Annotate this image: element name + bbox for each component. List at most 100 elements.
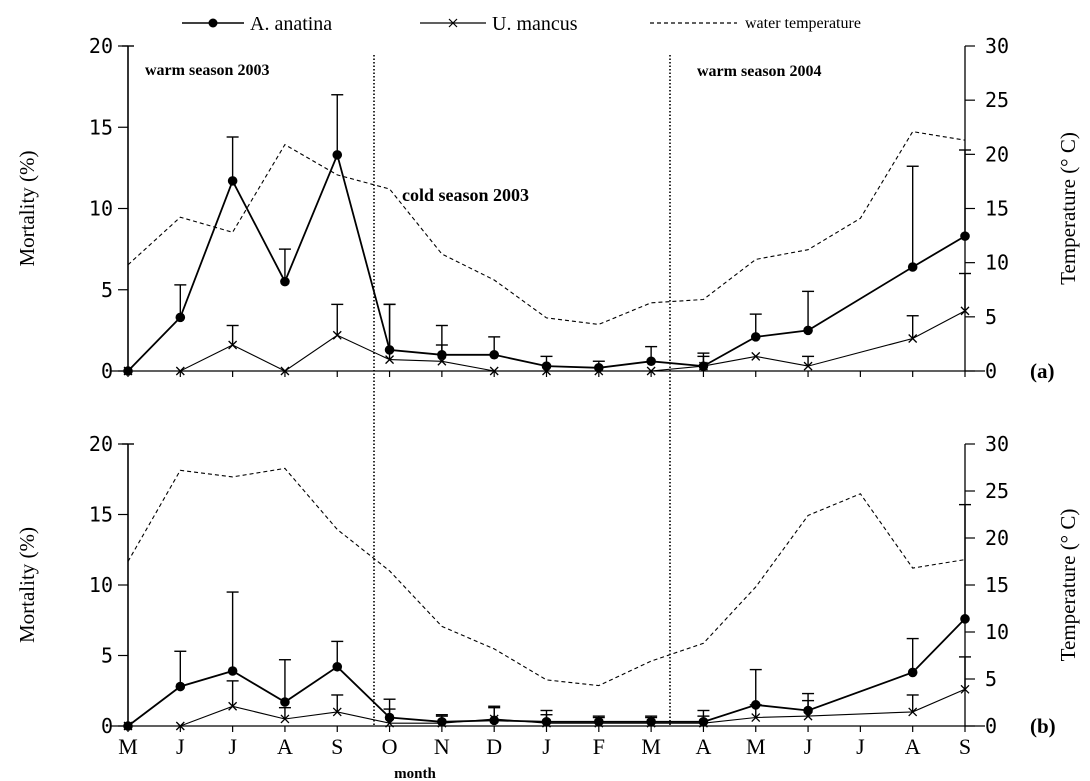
left-tick-label: 20 [89, 34, 113, 58]
y-axis-title-right: Temperature (° C) [1056, 132, 1080, 285]
point-u-mancus [280, 714, 290, 724]
left-tick-label: 15 [89, 503, 113, 527]
point-u-mancus [123, 721, 133, 731]
right-tick-label: 30 [985, 34, 1009, 58]
left-tick-label: 10 [89, 573, 113, 597]
point-u-mancus [489, 714, 499, 724]
point-u-mancus [646, 366, 656, 376]
right-tick-label: 0 [985, 359, 997, 383]
point-u-mancus [385, 355, 395, 365]
season-annotations: warm season 2003 cold season 2003 warm s… [145, 55, 821, 726]
right-tick-label: 30 [985, 432, 1009, 456]
point-a-anatina [332, 150, 343, 160]
point-a-anatina [907, 667, 918, 678]
left-tick-label: 10 [89, 197, 113, 221]
right-tick-label: 20 [985, 142, 1009, 166]
point-a-anatina [960, 614, 970, 624]
x-tick-label: S [959, 734, 971, 759]
point-u-mancus [908, 334, 918, 343]
x-tick-label: J [856, 734, 865, 759]
point-u-mancus [437, 356, 447, 366]
legend: A. anatina U. mancus water temperature [182, 13, 861, 35]
point-u-mancus [280, 366, 290, 376]
left-tick-label: 20 [89, 432, 113, 456]
point-u-mancus [960, 684, 970, 694]
panel-b: 0 5 10 15 20 0 5 10 15 20 25 30 M J J A S O N D J F M A M J J A S Mor… [15, 432, 1080, 759]
point-u-mancus [542, 718, 551, 728]
y-axis-title-right: Temperature (° C) [1056, 509, 1080, 662]
point-a-anatina [907, 262, 918, 272]
point-u-mancus [751, 351, 761, 361]
cold-season-2003-label: cold season 2003 [402, 185, 529, 205]
x-tick-label: S [331, 734, 343, 759]
legend-a-anatina-marker [208, 18, 218, 28]
x-tick-label: A [277, 734, 293, 759]
point-u-mancus [803, 711, 813, 721]
x-tick-label: N [434, 734, 450, 759]
series-line-a-anatina [127, 152, 966, 372]
x-tick-label: O [382, 734, 398, 759]
series-line-water-temperature [127, 467, 966, 687]
right-tick-label: 5 [985, 305, 997, 329]
right-tick-label: 25 [985, 479, 1009, 503]
x-tick-label: M [641, 734, 661, 759]
point-a-anatina [489, 349, 499, 360]
point-u-mancus [594, 718, 604, 728]
point-a-anatina [803, 325, 813, 336]
point-a-anatina [594, 362, 604, 373]
point-u-mancus [123, 366, 133, 376]
point-u-mancus [228, 340, 238, 350]
series-line-u-mancus [128, 310, 966, 372]
panel-a: 0 5 10 15 20 0 5 10 15 20 25 30 Mortality (%) Tempera… [15, 34, 1080, 383]
left-tick-label: 5 [101, 644, 113, 668]
point-u-mancus [175, 366, 185, 376]
point-u-mancus [594, 366, 604, 376]
x-tick-label: J [228, 734, 237, 759]
warm-season-2003-label: warm season 2003 [145, 62, 269, 79]
left-tick-label: 15 [89, 115, 113, 139]
right-tick-label: 25 [985, 88, 1009, 112]
y-axis-title-left: Mortality (%) [15, 150, 39, 266]
left-tick-label: 5 [101, 278, 113, 302]
y-axis-title-left: Mortality (%) [15, 527, 39, 643]
point-a-anatina [227, 176, 238, 186]
point-a-anatina [227, 666, 238, 676]
legend-a-anatina-label: A. anatina [250, 13, 332, 35]
legend-u-mancus-label: U. mancus [492, 13, 578, 35]
x-tick-label: J [804, 734, 813, 759]
point-u-mancus [646, 718, 656, 728]
point-a-anatina [646, 356, 656, 367]
point-u-mancus [437, 718, 447, 728]
right-tick-label: 10 [985, 251, 1009, 275]
point-u-mancus [228, 701, 238, 711]
x-tick-label: J [176, 734, 185, 759]
warm-season-2004-label: warm season 2004 [697, 63, 821, 80]
right-tick-label: 0 [985, 714, 997, 738]
point-a-anatina [175, 312, 186, 323]
x-axis-title: month [394, 766, 436, 781]
point-u-mancus [542, 366, 551, 376]
left-tick-label: 0 [101, 359, 113, 383]
legend-water-temp-label: water temperature [745, 15, 861, 32]
legend-u-mancus-marker [448, 18, 458, 28]
point-u-mancus [698, 361, 708, 371]
x-tick-label: A [905, 734, 921, 759]
x-tick-label: M [118, 734, 138, 759]
point-u-mancus [751, 713, 761, 722]
point-u-mancus [698, 718, 708, 728]
right-tick-label: 20 [985, 526, 1009, 550]
point-u-mancus [803, 361, 813, 371]
right-tick-label: 5 [985, 667, 997, 691]
x-tick-label: D [486, 734, 502, 759]
panel-label: (b) [1030, 714, 1056, 738]
x-tick-label: J [542, 734, 551, 759]
point-a-anatina [175, 681, 186, 692]
series-line-u-mancus [128, 688, 966, 727]
right-tick-label: 15 [985, 573, 1009, 597]
panel-label: (a) [1030, 359, 1055, 383]
x-tick-label: F [593, 734, 605, 759]
right-tick-label: 10 [985, 620, 1009, 644]
right-tick-label: 15 [985, 197, 1009, 221]
point-a-anatina [489, 715, 499, 726]
point-a-anatina [332, 661, 343, 672]
